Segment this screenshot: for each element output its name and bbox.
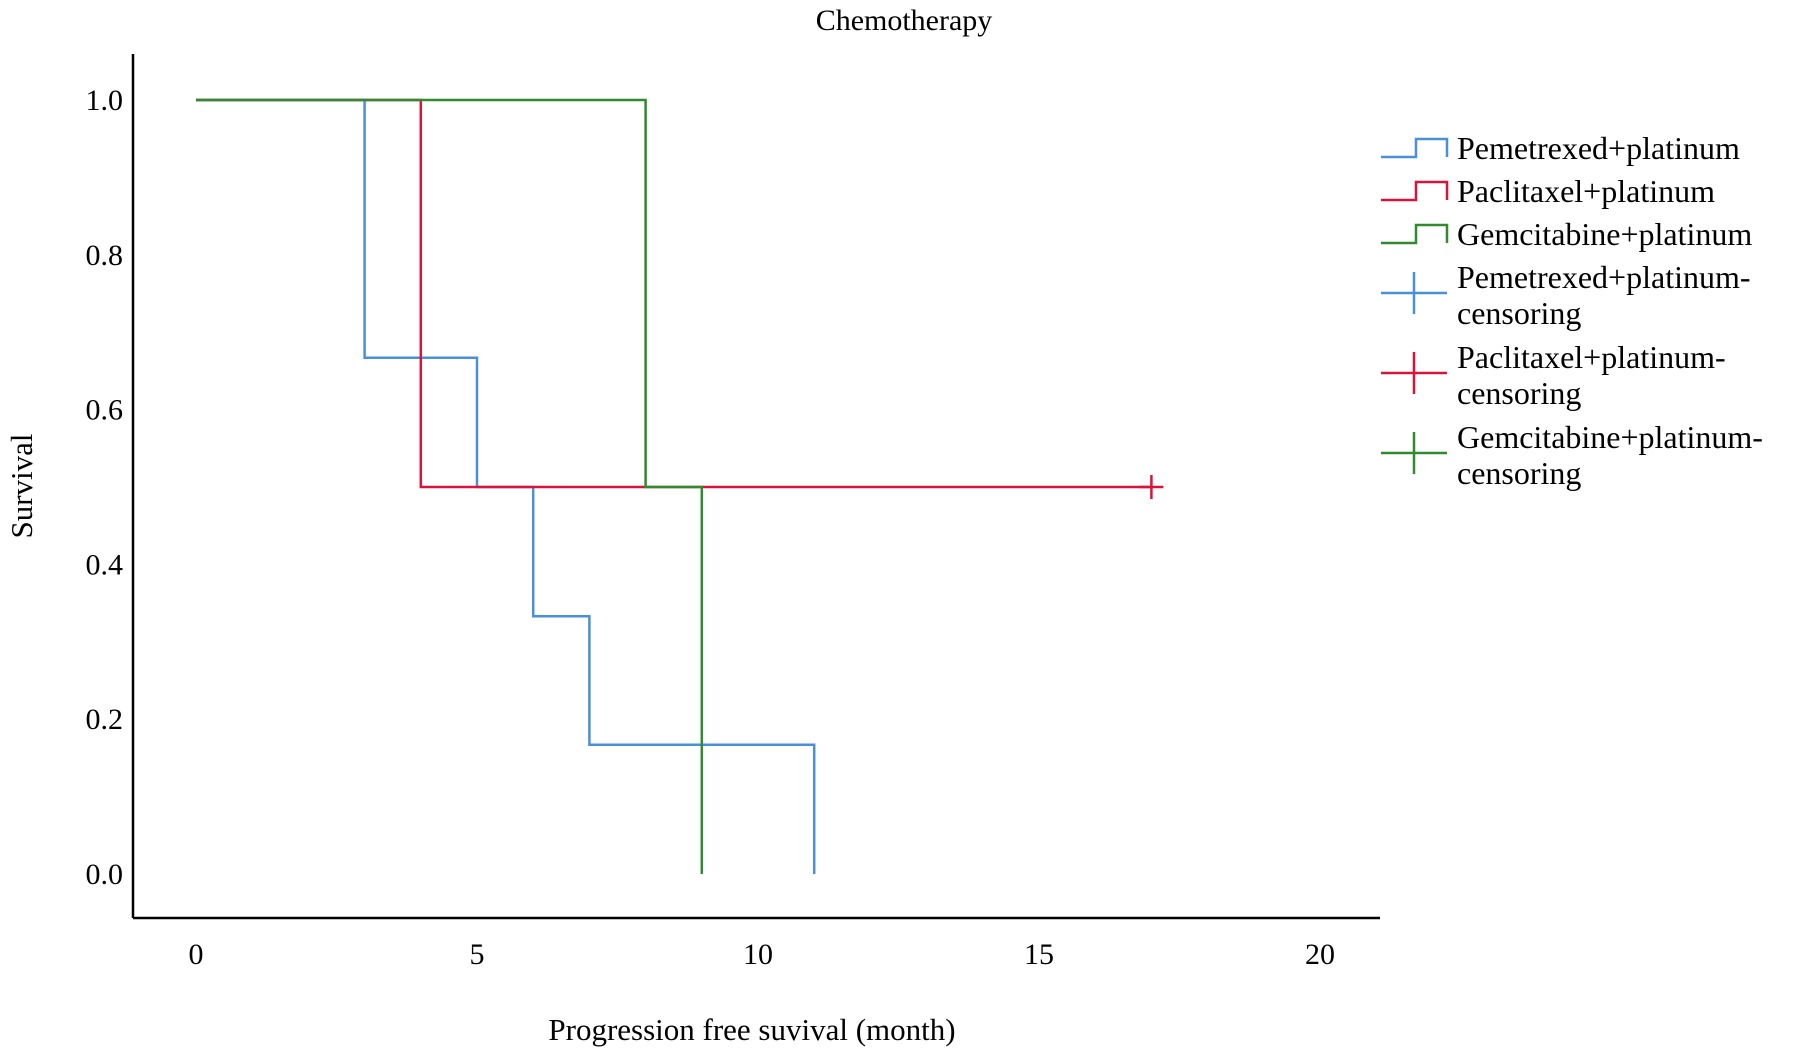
axes	[131, 54, 1380, 920]
legend-censor-symbol	[1381, 432, 1447, 474]
legend-step-symbol	[1381, 137, 1449, 159]
y-tick-label: 0.2	[86, 703, 124, 736]
censor-layer	[1139, 475, 1164, 499]
x-tick-label: 10	[743, 938, 773, 971]
legend-item: Gemcitabine+platinum-censoring	[1381, 419, 1763, 491]
y-tick-labels: 0.0 0.2 0.4 0.6 0.8 1.0	[86, 84, 124, 891]
y-axis-label: Survival	[4, 433, 39, 538]
legend-step-symbol	[1381, 223, 1449, 245]
series-line	[196, 98, 704, 874]
legend-label: Gemcitabine+platinum-	[1457, 419, 1763, 455]
x-tick-label: 0	[189, 938, 204, 971]
legend-censor-symbol	[1381, 272, 1447, 314]
series-layer	[196, 98, 1152, 874]
y-tick-label: 0.6	[86, 394, 124, 427]
legend-item: Pemetrexed+platinum	[1381, 130, 1740, 166]
x-tick-label: 20	[1305, 938, 1335, 971]
legend-label: censoring	[1457, 375, 1581, 411]
censor-mark	[1139, 475, 1164, 499]
legend-item: Paclitaxel+platinum-censoring	[1381, 339, 1726, 411]
y-tick-label: 0.8	[86, 239, 124, 272]
legend-item: Gemcitabine+platinum	[1381, 216, 1752, 252]
y-tick-label: 0.0	[86, 858, 124, 891]
legend-label: Pemetrexed+platinum-	[1457, 259, 1751, 295]
x-tick-labels: 0 5 10 15 20	[189, 938, 1336, 971]
legend-label: Gemcitabine+platinum	[1457, 216, 1752, 252]
x-tick-label: 5	[470, 938, 485, 971]
legend-label: censoring	[1457, 295, 1581, 331]
y-tick-label: 1.0	[86, 84, 124, 117]
legend-item: Pemetrexed+platinum-censoring	[1381, 259, 1751, 331]
legend: Pemetrexed+platinum Paclitaxel+platinum Ge…	[1381, 130, 1763, 491]
chart-title: Chemotherapy	[816, 4, 993, 37]
legend-label: Pemetrexed+platinum	[1457, 130, 1740, 166]
legend-label: censoring	[1457, 455, 1581, 491]
x-axis-label: Progression free suvival (month)	[548, 1012, 955, 1047]
legend-label: Paclitaxel+platinum	[1457, 173, 1715, 209]
series-line	[196, 98, 1152, 489]
legend-label: Paclitaxel+platinum-	[1457, 339, 1726, 375]
legend-item: Paclitaxel+platinum	[1381, 173, 1715, 209]
y-tick-label: 0.4	[86, 548, 124, 581]
legend-censor-symbol	[1381, 352, 1447, 394]
x-tick-label: 15	[1024, 938, 1054, 971]
legend-step-symbol	[1381, 180, 1449, 202]
